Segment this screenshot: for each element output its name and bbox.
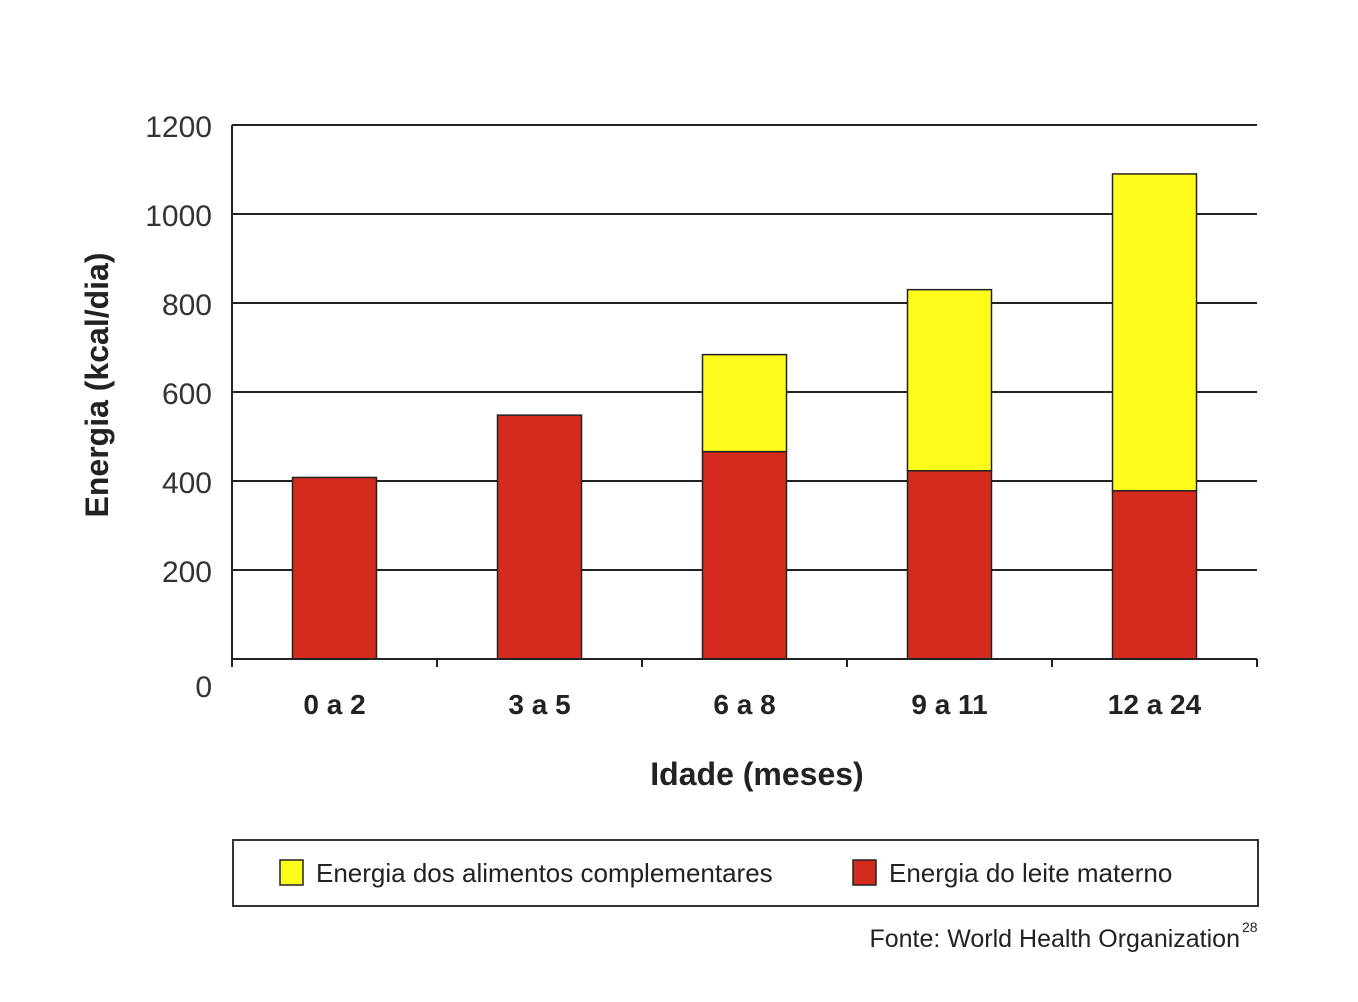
source-note: Fonte: World Health Organization: [869, 925, 1240, 953]
bar-segment: [701, 353, 788, 453]
bar-segment: [496, 414, 583, 660]
bar-segment: [1111, 173, 1198, 492]
y-tick-label: 0: [195, 671, 212, 704]
x-category-label: 9 a 11: [911, 689, 987, 720]
legend-label: Energia do leite materno: [889, 858, 1172, 888]
axes: [231, 125, 1258, 667]
x-category-label: 0 a 2: [303, 689, 365, 720]
x-category-label: 6 a 8: [713, 689, 775, 720]
y-tick-label: 600: [162, 378, 212, 411]
x-category-label: 3 a 5: [508, 689, 570, 720]
x-axis-title: Idade (meses): [650, 756, 863, 792]
y-axis-title: Energia (kcal/dia): [79, 253, 115, 518]
legend-label: Energia dos alimentos complementares: [316, 858, 773, 888]
y-tick-label: 800: [162, 289, 212, 322]
bar-segment: [701, 450, 788, 660]
bar-segment: [906, 288, 993, 472]
bar-segment: [291, 476, 378, 660]
source-superscript: 28: [1242, 919, 1258, 935]
bars: [291, 173, 1198, 660]
legend-box: [232, 839, 1259, 907]
y-tick-label: 1000: [145, 200, 212, 233]
y-tick-label: 200: [162, 556, 212, 589]
y-tick-label: 400: [162, 467, 212, 500]
bar-segment: [906, 470, 993, 660]
y-tick-labels: 0 200 400 600 800 1000 1200: [145, 111, 212, 704]
x-category-label: 12 a 24: [1108, 689, 1202, 720]
legend: Energia dos alimentos complementares Ener…: [232, 839, 1259, 907]
legend-swatch: [279, 859, 304, 886]
y-tick-label: 1200: [145, 111, 212, 144]
legend-swatch: [852, 859, 877, 886]
bar-segment: [1111, 490, 1198, 660]
x-category-labels: 0 a 2 3 a 5 6 a 8 9 a 11 12 a 24: [303, 689, 1201, 720]
